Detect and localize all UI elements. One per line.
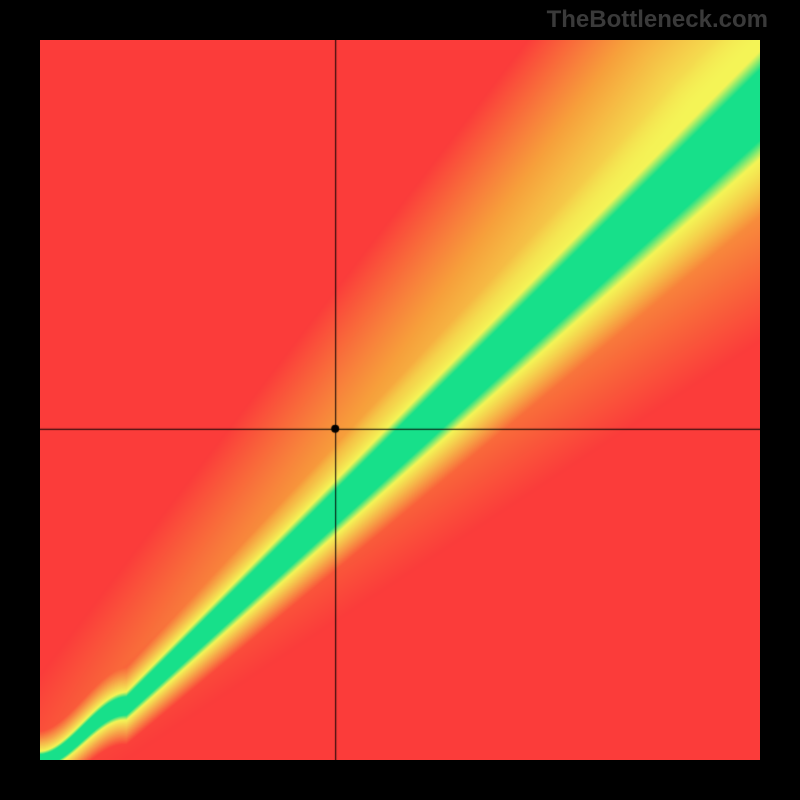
watermark-text: TheBottleneck.com: [547, 6, 768, 34]
bottleneck-heatmap: [40, 40, 760, 760]
chart-container: TheBottleneck.com: [0, 0, 800, 800]
